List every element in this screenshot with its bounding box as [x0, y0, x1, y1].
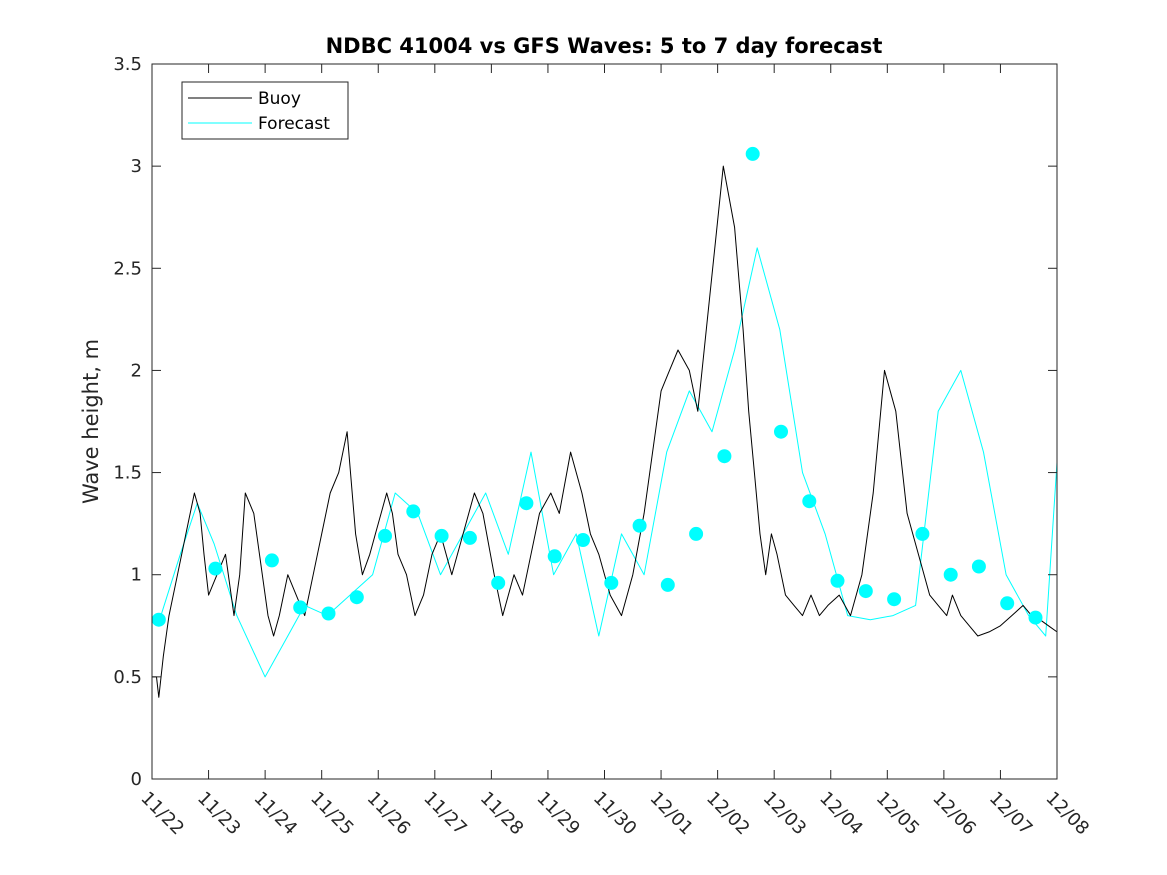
forecast-marker [406, 504, 421, 519]
legend-forecast-label: Forecast [258, 114, 330, 134]
legend-buoy-label: Buoy [258, 89, 301, 109]
forecast-marker [208, 561, 223, 576]
forecast-marker [293, 600, 308, 615]
forecast-markers [151, 146, 1043, 627]
y-tick-label: 1.5 [113, 463, 142, 484]
forecast-marker [1028, 610, 1043, 625]
y-axis-label: Wave height, m [79, 339, 103, 504]
forecast-marker [971, 559, 986, 574]
forecast-marker [462, 530, 477, 545]
y-axis: 0 0.5 1 1.5 2 2.5 3 3.5 [113, 54, 1057, 790]
y-tick-label: 2 [131, 360, 142, 381]
forecast-marker [576, 533, 590, 547]
plot-area [152, 64, 1057, 779]
forecast-marker [774, 424, 788, 439]
forecast-marker [434, 528, 449, 543]
legend-box [181, 81, 349, 140]
forecast-marker [689, 526, 704, 541]
forecast-marker [151, 612, 166, 627]
forecast-marker [830, 573, 845, 588]
forecast-marker [887, 592, 902, 607]
legend: Buoy Forecast [181, 81, 349, 140]
buoy-series [152, 165, 1058, 698]
forecast-marker [1000, 596, 1015, 611]
forecast-marker [802, 494, 817, 509]
y-tick-label: 3 [131, 156, 142, 177]
forecast-marker [321, 606, 336, 621]
forecast-marker [660, 577, 675, 592]
forecast-marker [717, 449, 732, 464]
forecast-marker [745, 146, 760, 161]
y-tick-label: 1 [131, 565, 142, 586]
forecast-marker [491, 575, 506, 590]
forecast-marker [378, 528, 392, 543]
forecast-marker [943, 567, 958, 582]
forecast-marker [915, 526, 930, 541]
buoy-line [152, 165, 1058, 698]
forecast-marker [547, 549, 562, 564]
forecast-marker [264, 553, 279, 568]
y-tick-label: 3.5 [113, 54, 142, 75]
chart-title: NDBC 41004 vs GFS Waves: 5 to 7 day fore… [326, 34, 883, 58]
y-tick-label: 0.5 [113, 667, 142, 688]
y-tick-label: 2.5 [113, 258, 142, 279]
forecast-marker [858, 584, 873, 599]
forecast-marker [519, 496, 534, 511]
forecast-marker [349, 590, 364, 605]
forecast-marker [604, 575, 619, 590]
forecast-marker [632, 518, 647, 533]
y-tick-label: 0 [131, 769, 142, 790]
